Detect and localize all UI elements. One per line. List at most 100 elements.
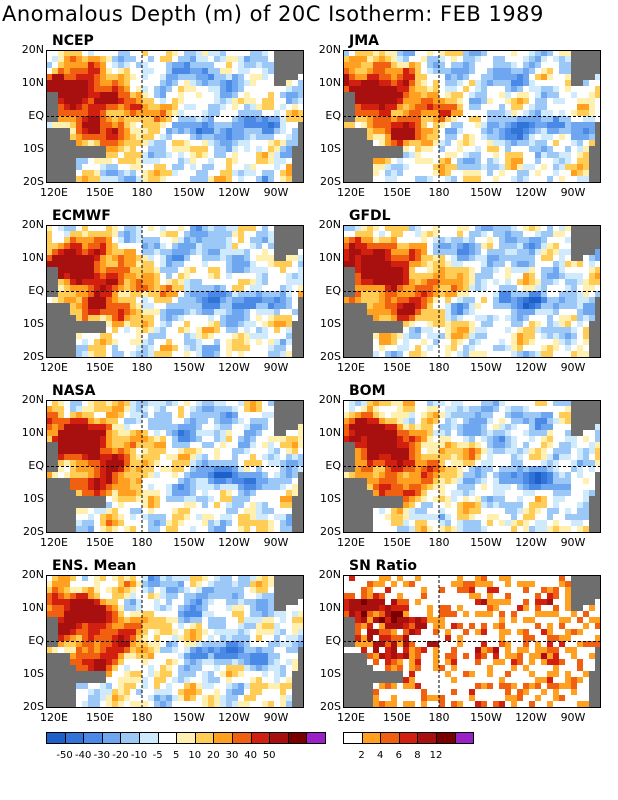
lon-label: 90W	[263, 361, 289, 374]
panel-title: NASA	[52, 383, 96, 399]
map-panel-jma: JMA 20N 10N EQ 10S 20S 120E 150E 180 150W 120W 90W	[305, 33, 605, 199]
lon-label: 120E	[40, 711, 68, 724]
lat-label: EQ	[28, 284, 44, 297]
colorbar-label: 40	[244, 750, 257, 761]
lon-label: 150E	[86, 536, 114, 549]
lon-label: 120E	[40, 536, 68, 549]
lat-label: 10N	[318, 601, 341, 614]
lat-label: 10S	[320, 492, 341, 505]
lat-label: 20N	[21, 43, 44, 56]
colorbar-swatch	[454, 732, 475, 744]
panel-title: BOM	[349, 383, 386, 399]
colorbar-label: 12	[429, 750, 443, 761]
lon-label: 120W	[515, 536, 547, 549]
colorbar-label: 20	[207, 750, 220, 761]
shading-field	[46, 575, 304, 708]
colorbar-swatch	[380, 732, 400, 744]
lat-label: 20S	[23, 700, 44, 713]
lat-label: 10S	[23, 142, 44, 155]
colorbar-swatch	[46, 732, 66, 744]
colorbar-label: -30	[93, 750, 110, 761]
lon-label: 90W	[560, 536, 586, 549]
colorbar-label: -50	[56, 750, 73, 761]
colorbar-swatch	[83, 732, 103, 744]
lon-label: 120W	[515, 186, 547, 199]
lon-label: 90W	[263, 186, 289, 199]
lon-label: 150E	[383, 536, 411, 549]
lon-label: 180	[131, 361, 153, 374]
lon-label: 120W	[218, 536, 250, 549]
panel-title: SN Ratio	[349, 558, 418, 574]
lon-label: 150W	[470, 536, 502, 549]
colorbar-label: 5	[173, 750, 180, 761]
colorbar-label: -20	[112, 750, 129, 761]
anomaly-map	[343, 225, 601, 358]
map-frame	[46, 50, 304, 183]
shading-field	[46, 50, 304, 183]
colorbar-swatch	[101, 732, 122, 744]
anomaly-map	[343, 575, 601, 708]
colorbar-swatch	[306, 732, 326, 744]
map-frame	[46, 225, 304, 358]
lon-label: 120E	[337, 536, 365, 549]
lon-label: 120E	[337, 361, 365, 374]
lon-label: 180	[131, 186, 153, 199]
lon-label: 150W	[173, 186, 205, 199]
shading-field	[343, 575, 601, 708]
lon-label: 90W	[263, 711, 289, 724]
lat-label: EQ	[28, 459, 44, 472]
anomaly-map	[46, 575, 304, 708]
colorbar-swatch	[194, 732, 215, 744]
lat-label: EQ	[325, 634, 341, 647]
map-frame	[46, 575, 304, 708]
lon-label: 120E	[337, 186, 365, 199]
lat-label: 20N	[318, 568, 341, 581]
lat-label: 20S	[23, 350, 44, 363]
lon-label: 120W	[218, 186, 250, 199]
colorbar-label: 30	[225, 750, 239, 761]
lat-label: 20N	[21, 568, 44, 581]
lat-label: 20S	[320, 350, 341, 363]
lon-label: 90W	[560, 711, 586, 724]
lon-label: 150E	[86, 711, 114, 724]
lat-label: 10S	[23, 317, 44, 330]
lat-label: 20N	[318, 43, 341, 56]
lat-label: 20N	[21, 218, 44, 231]
anomaly-map	[46, 400, 304, 533]
lat-label: 10N	[318, 251, 341, 264]
lon-label: 180	[428, 186, 450, 199]
lat-label: 10N	[21, 426, 44, 439]
colorbar-label: 2	[358, 750, 365, 761]
anomaly-map	[46, 225, 304, 358]
colorbar-swatch	[213, 732, 233, 744]
lat-label: 20S	[23, 175, 44, 188]
lat-label: EQ	[325, 284, 341, 297]
figure-title: Anomalous Depth (m) of 20C Isotherm: FEB…	[2, 2, 544, 26]
lat-label: 10S	[320, 667, 341, 680]
shading-field	[46, 400, 304, 533]
shading-field	[46, 225, 304, 358]
map-panel-ens-mean: ENS. Mean 20N 10N EQ 10S 20S 120E 150E 180 150W 12…	[8, 558, 308, 724]
colorbar-swatch	[64, 732, 85, 744]
colorbar-swatch	[287, 732, 308, 744]
lat-label: EQ	[28, 634, 44, 647]
colorbar-label: 8	[414, 750, 421, 761]
panel-title: ECMWF	[52, 208, 111, 224]
lon-label: 120W	[218, 711, 250, 724]
lon-label: 150E	[383, 186, 411, 199]
lat-label: EQ	[325, 109, 341, 122]
lat-label: 20N	[318, 218, 341, 231]
colorbar-swatch	[398, 732, 419, 744]
map-panel-sn-ratio: SN Ratio 20N 10N EQ 10S 20S 120E 150E 180 150W 120…	[305, 558, 605, 724]
map-frame	[343, 225, 601, 358]
colorbar-swatch	[417, 732, 437, 744]
map-panel-ecmwf: ECMWF 20N 10N EQ 10S 20S 120E 150E 180 150W 120W 90…	[8, 208, 308, 374]
lon-label: 90W	[560, 361, 586, 374]
colorbar-label: -5	[152, 750, 163, 761]
lat-label: EQ	[325, 459, 341, 472]
lat-label: 10S	[23, 667, 44, 680]
lat-label: 10S	[320, 142, 341, 155]
shading-field	[343, 225, 601, 358]
panel-title: GFDL	[349, 208, 391, 224]
map-panel-bom: BOM 20N 10N EQ 10S 20S 120E 150E 180 150W 120W 90W	[305, 383, 605, 549]
